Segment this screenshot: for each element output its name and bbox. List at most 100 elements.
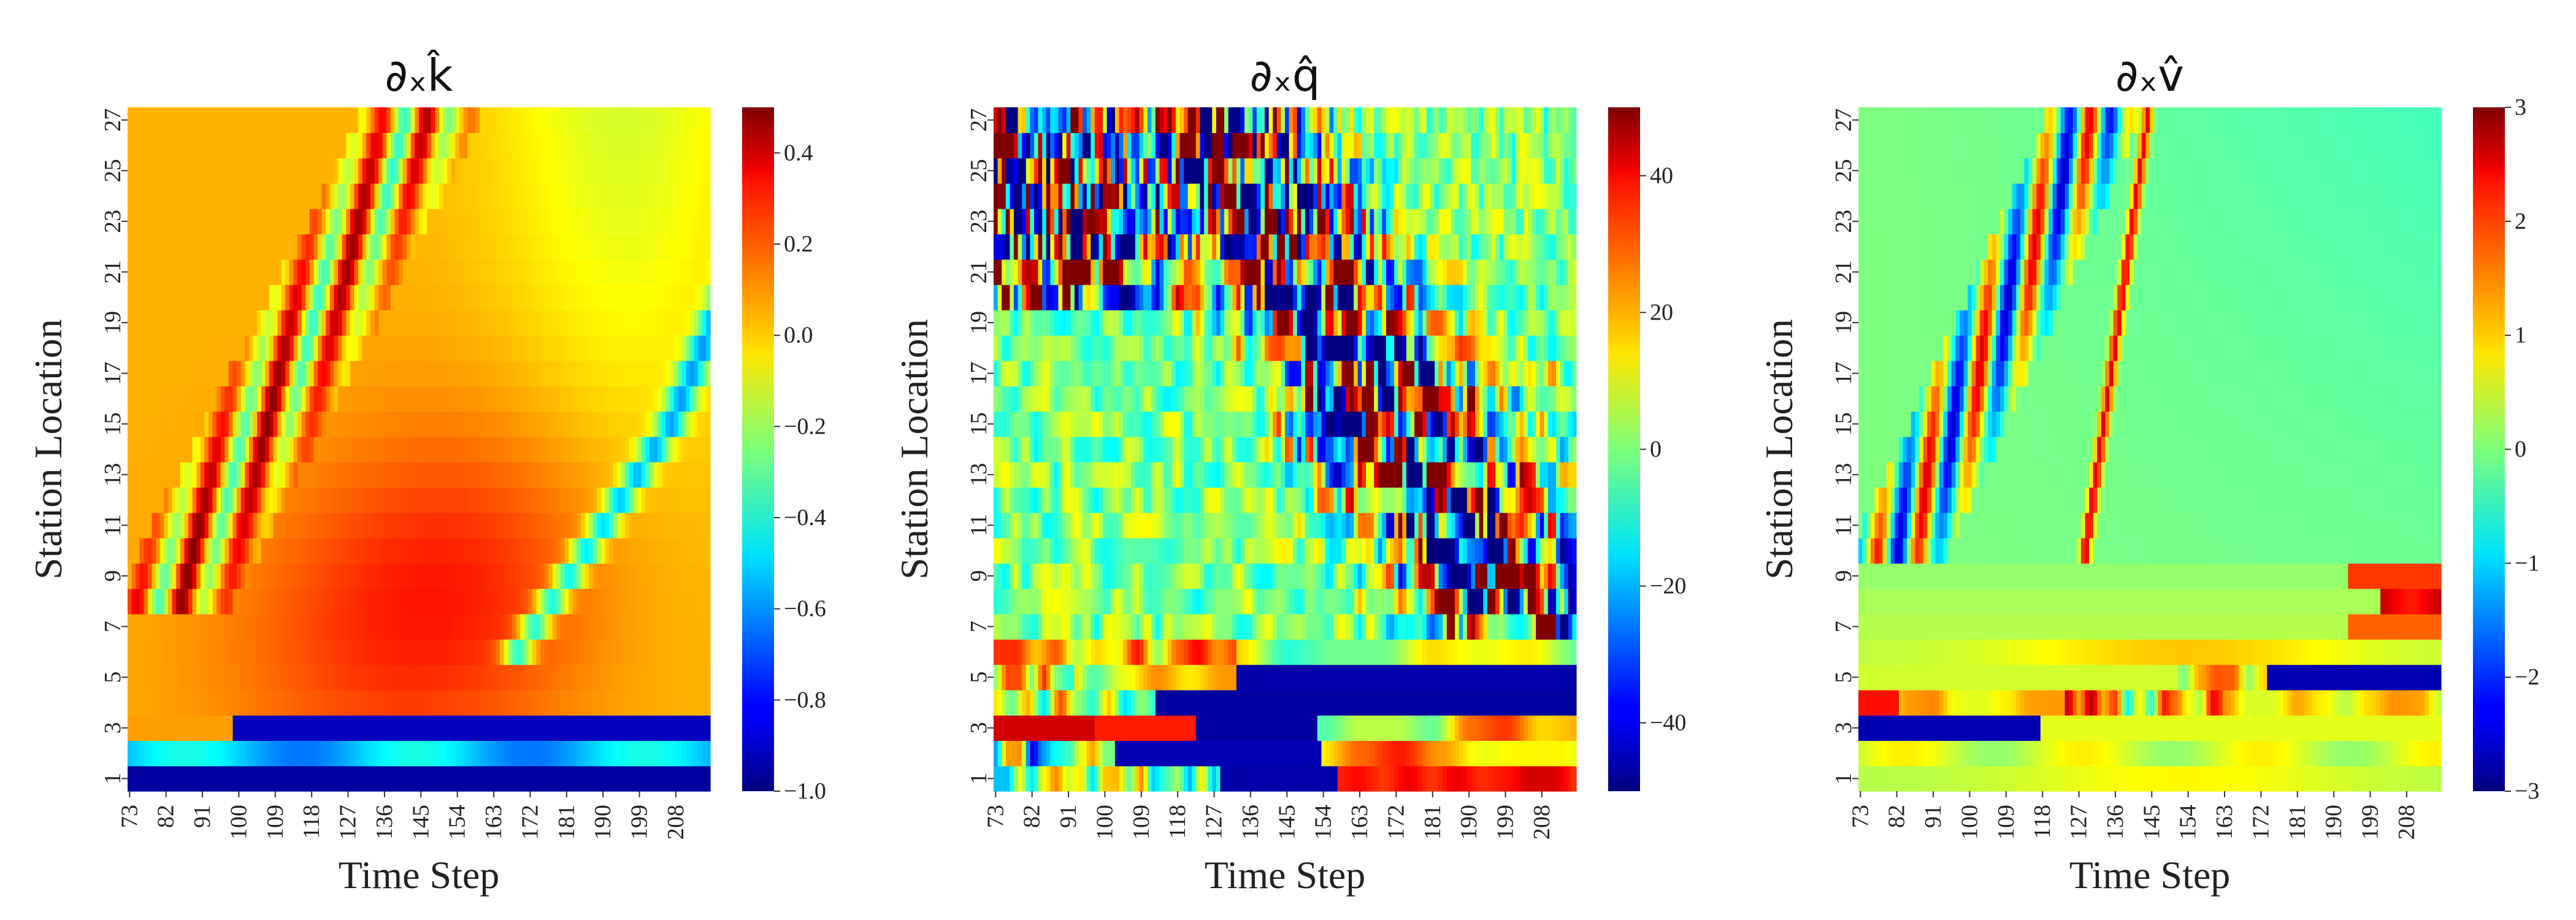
heatmap-cell [378, 462, 383, 488]
heatmap-cell [128, 563, 132, 589]
heatmap-cell [617, 613, 622, 640]
heatmap-cell [633, 411, 638, 437]
heatmap-cell [196, 512, 201, 539]
heatmap-cell [431, 310, 435, 336]
heatmap-cell [427, 285, 432, 310]
heatmap-cell [479, 639, 485, 665]
heatmap-cell [447, 765, 452, 792]
heatmap-cell [435, 765, 440, 792]
heatmap-cell [1103, 689, 1108, 716]
heatmap-cell [273, 107, 278, 133]
heatmap-cell [1362, 715, 1367, 742]
heatmap-cell [1426, 740, 1432, 767]
heatmap-cell [1078, 613, 1083, 640]
heatmap-cell [309, 462, 315, 488]
heatmap-cell [1487, 639, 1492, 665]
heatmap-cell [629, 386, 634, 412]
heatmap-cell [1438, 689, 1443, 716]
heatmap-cell [455, 689, 460, 716]
heatmap-cell [597, 613, 602, 640]
heatmap-cell [1556, 613, 1561, 640]
heatmap-cell [455, 639, 460, 665]
heatmap-cell [1204, 740, 1209, 767]
heatmap-cell [686, 234, 691, 260]
heatmap-cell [382, 436, 387, 462]
heatmap-cell [1127, 689, 1132, 716]
heatmap-cell [1192, 613, 1197, 640]
heatmap-cell [580, 335, 586, 361]
heatmap-cell [1455, 765, 1460, 792]
heatmap-cell [390, 234, 396, 260]
heatmap-cell [609, 715, 614, 742]
heatmap-cell [548, 563, 553, 589]
heatmap-cell [681, 360, 687, 386]
heatmap-cell [228, 715, 234, 742]
heatmap-cell [536, 639, 541, 665]
heatmap-cell [483, 209, 488, 235]
heatmap-cell [362, 563, 367, 589]
heatmap-cell [318, 715, 323, 742]
heatmap-cell [681, 715, 687, 742]
heatmap-cell [297, 436, 302, 462]
heatmap-cell [1495, 715, 1500, 742]
heatmap-cell [261, 765, 266, 792]
heatmap-cell [269, 310, 274, 336]
y-tick-label: 1 [100, 773, 126, 784]
heatmap-cell [399, 158, 404, 184]
heatmap-cell [394, 436, 399, 462]
heatmap-cell [435, 613, 440, 640]
heatmap-cell [633, 639, 638, 665]
heatmap-cell [443, 259, 448, 285]
heatmap-cell [427, 613, 432, 640]
heatmap-cell [354, 107, 359, 133]
heatmap-cell [151, 411, 156, 437]
heatmap-cell [1114, 664, 1120, 691]
heatmap-cell [540, 310, 545, 336]
heatmap-cell [504, 740, 508, 767]
heatmap-cell [1337, 740, 1342, 767]
heatmap-cell [488, 538, 493, 564]
heatmap-cell [499, 132, 505, 159]
heatmap-cell [600, 386, 606, 412]
heatmap-cell [151, 285, 156, 310]
heatmap-cell [200, 360, 205, 386]
heatmap-cell [621, 613, 626, 640]
heatmap-cell [625, 132, 630, 159]
heatmap-cell [637, 386, 642, 412]
heatmap-cell [665, 639, 670, 665]
heatmap-cell [661, 436, 667, 462]
heatmap-cell [350, 538, 355, 564]
heatmap-cell [159, 360, 164, 386]
heatmap-cell [334, 132, 339, 159]
heatmap-cell [1066, 689, 1071, 716]
heatmap-cell [370, 613, 375, 640]
heatmap-cell [1083, 765, 1087, 792]
heatmap-cell [128, 158, 132, 184]
heatmap-cell [184, 563, 189, 589]
heatmap-cell [261, 259, 266, 285]
heatmap-cell [350, 664, 355, 691]
heatmap-cell [488, 234, 493, 260]
heatmap-cell [605, 512, 610, 539]
heatmap-cell [512, 310, 516, 336]
heatmap-cell [382, 765, 387, 792]
heatmap-cell [1531, 715, 1536, 742]
heatmap-cell [415, 234, 420, 260]
heatmap-cell [556, 487, 561, 513]
heatmap-cell [1054, 639, 1059, 665]
heatmap-cell [1276, 689, 1282, 716]
heatmap-cell [297, 715, 302, 742]
heatmap-cell [496, 462, 500, 488]
heatmap-cell [1260, 740, 1265, 767]
heatmap-cell [613, 411, 618, 437]
heatmap-cell [702, 436, 707, 462]
heatmap-cell [564, 411, 569, 437]
heatmap-cell [1265, 639, 1270, 665]
heatmap-cell [585, 512, 589, 539]
heatmap-cell [686, 310, 691, 336]
heatmap-cell [415, 183, 420, 209]
heatmap-cell [346, 462, 351, 488]
heatmap-cell [459, 765, 464, 792]
heatmap-cell [439, 436, 444, 462]
heatmap-cell [350, 436, 355, 462]
